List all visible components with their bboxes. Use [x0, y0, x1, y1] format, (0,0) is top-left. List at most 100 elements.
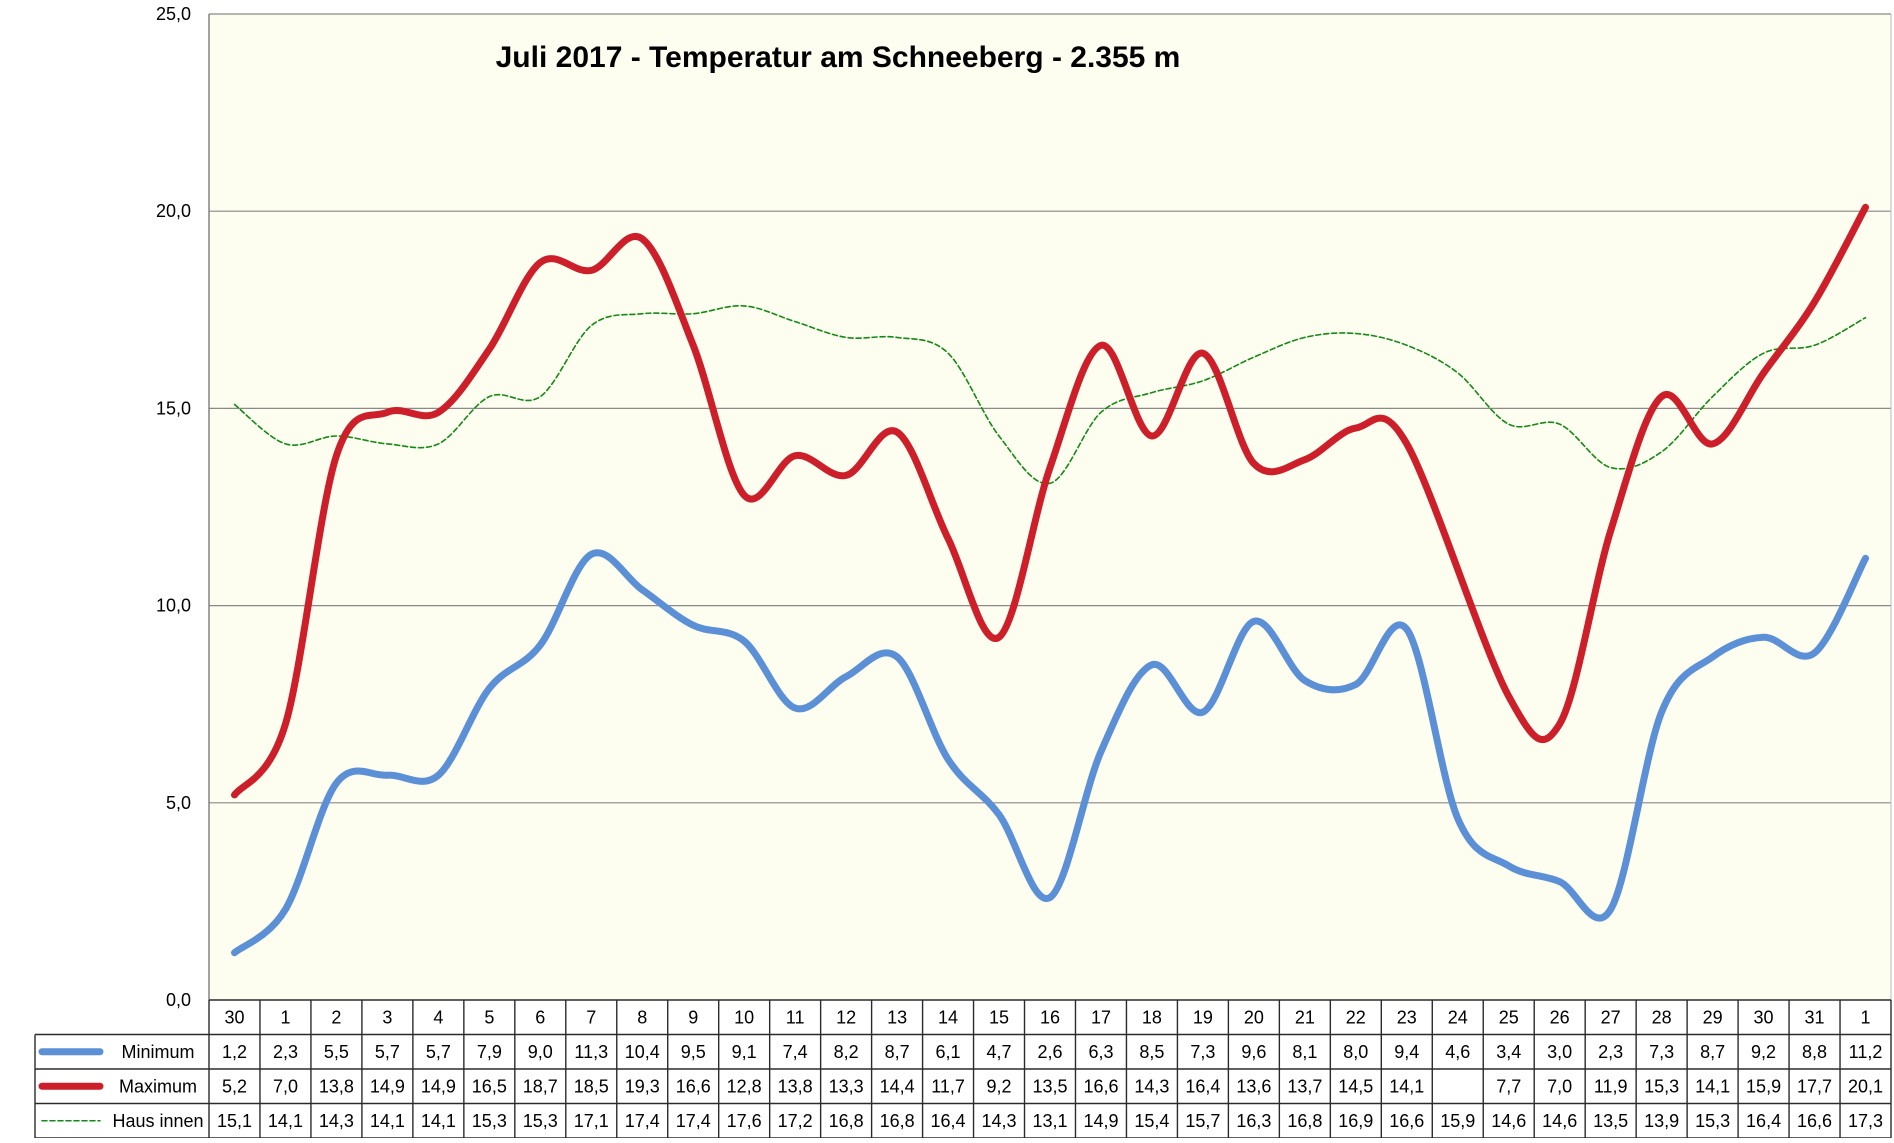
y-tick-label: 20,0 — [156, 201, 191, 221]
table-cell: 13,3 — [829, 1076, 864, 1096]
table-cell: 14,1 — [268, 1111, 303, 1131]
table-cell: 14,5 — [1338, 1076, 1373, 1096]
x-tick-label: 14 — [938, 1007, 958, 1027]
table-cell: 16,4 — [931, 1111, 966, 1131]
table-cell: 13,7 — [1287, 1076, 1322, 1096]
table-cell: 2,3 — [273, 1042, 298, 1062]
table-cell: 7,3 — [1190, 1042, 1215, 1062]
table-cell: 3,4 — [1496, 1042, 1521, 1062]
x-tick-label: 18 — [1142, 1007, 1162, 1027]
legend-label: Minimum — [121, 1042, 194, 1062]
x-tick-label: 30 — [1754, 1007, 1774, 1027]
table-cell: 14,1 — [1389, 1076, 1424, 1096]
table-cell: 14,1 — [370, 1111, 405, 1131]
table-cell: 15,3 — [472, 1111, 507, 1131]
x-tick-label: 15 — [989, 1007, 1009, 1027]
gridlines — [209, 13, 1892, 1000]
table-cell: 6,1 — [936, 1042, 961, 1062]
table-cell: 17,6 — [727, 1111, 762, 1131]
x-tick-label: 27 — [1601, 1007, 1621, 1027]
table-cell: 14,1 — [1695, 1076, 1730, 1096]
table-cell: 6,3 — [1088, 1042, 1113, 1062]
table-cell: 15,4 — [1134, 1111, 1169, 1131]
table-cell: 4,6 — [1445, 1042, 1470, 1062]
table-cell: 15,9 — [1440, 1111, 1475, 1131]
table-cell: 2,6 — [1037, 1042, 1062, 1062]
x-tick-label: 12 — [836, 1007, 856, 1027]
table-cell: 7,7 — [1496, 1076, 1521, 1096]
table-cell: 8,8 — [1802, 1042, 1827, 1062]
table-cell: 13,9 — [1644, 1111, 1679, 1131]
x-tick-label: 28 — [1652, 1007, 1672, 1027]
plot-area — [209, 14, 1891, 1000]
table-cell: 13,6 — [1236, 1076, 1271, 1096]
x-tick-label: 21 — [1295, 1007, 1315, 1027]
x-tick-label: 29 — [1703, 1007, 1723, 1027]
x-tick-label: 22 — [1346, 1007, 1366, 1027]
table-cell: 9,2 — [987, 1076, 1012, 1096]
table-cell: 14,9 — [1083, 1111, 1118, 1131]
table-cell: 16,8 — [880, 1111, 915, 1131]
table-cell: 8,0 — [1343, 1042, 1368, 1062]
table-cell: 17,2 — [778, 1111, 813, 1131]
series-lines — [231, 203, 1869, 957]
y-tick-label: 25,0 — [156, 4, 191, 24]
table-cell: 14,6 — [1542, 1111, 1577, 1131]
y-tick-label: 15,0 — [156, 398, 191, 418]
x-tick-label: 6 — [535, 1007, 545, 1027]
table-cell: 17,3 — [1848, 1111, 1883, 1131]
table-cell: 17,4 — [676, 1111, 711, 1131]
table-cell: 15,3 — [1695, 1111, 1730, 1131]
table-cell: 7,4 — [783, 1042, 808, 1062]
table-cell: 16,6 — [1797, 1111, 1832, 1131]
table-cell: 18,7 — [523, 1076, 558, 1096]
table-cell: 7,3 — [1649, 1042, 1674, 1062]
table-cell: 9,6 — [1241, 1042, 1266, 1062]
x-tick-label: 30 — [224, 1007, 244, 1027]
x-tick-label: 25 — [1499, 1007, 1519, 1027]
x-tick-label: 9 — [688, 1007, 698, 1027]
table-cell: 5,5 — [324, 1042, 349, 1062]
table-cell: 13,8 — [319, 1076, 354, 1096]
table-cell: 5,2 — [222, 1076, 247, 1096]
table-cell: 9,0 — [528, 1042, 553, 1062]
series-line-maximum — [231, 203, 1869, 799]
x-tick-label: 10 — [734, 1007, 754, 1027]
table-cell: 5,7 — [375, 1042, 400, 1062]
table-cell: 9,5 — [681, 1042, 706, 1062]
x-tick-label: 23 — [1397, 1007, 1417, 1027]
x-tick-label: 20 — [1244, 1007, 1264, 1027]
table-cell: 7,0 — [273, 1076, 298, 1096]
x-tick-label: 19 — [1193, 1007, 1213, 1027]
x-tick-label: 11 — [786, 1007, 805, 1027]
chart-title: Juli 2017 - Temperatur am Schneeberg - 2… — [496, 41, 1181, 74]
table-cell: 16,6 — [1083, 1076, 1118, 1096]
x-tick-label: 26 — [1550, 1007, 1570, 1027]
table-cell: 13,5 — [1593, 1111, 1628, 1131]
table-cell: 16,8 — [1287, 1111, 1322, 1131]
table-cell: 4,7 — [987, 1042, 1012, 1062]
y-axis: 0,0 5,0 10,0 15,0 20,0 25,0 — [156, 4, 210, 1010]
x-tick-label: 31 — [1805, 1007, 1825, 1027]
table-cell: 14,9 — [421, 1076, 456, 1096]
table-cell: 5,7 — [426, 1042, 451, 1062]
table-cell: 13,5 — [1032, 1076, 1067, 1096]
table-cell: 13,1 — [1032, 1111, 1067, 1131]
table-cell: 17,7 — [1797, 1076, 1832, 1096]
x-tick-label: 2 — [331, 1007, 341, 1027]
x-tick-label: 8 — [637, 1007, 647, 1027]
x-tick-label: 4 — [433, 1007, 443, 1027]
table-cell: 16,6 — [676, 1076, 711, 1096]
x-tick-label: 16 — [1040, 1007, 1060, 1027]
table-cell: 10,4 — [625, 1042, 660, 1062]
table-cell: 19,3 — [625, 1076, 660, 1096]
table-cell: 14,3 — [1134, 1076, 1169, 1096]
table-cell: 9,4 — [1394, 1042, 1419, 1062]
x-tick-label: 24 — [1448, 1007, 1468, 1027]
table-cell: 2,3 — [1598, 1042, 1623, 1062]
table-cell: 18,5 — [574, 1076, 609, 1096]
table-cell: 14,6 — [1491, 1111, 1526, 1131]
table-cell: 8,2 — [834, 1042, 859, 1062]
table-cell: 16,8 — [829, 1111, 864, 1131]
